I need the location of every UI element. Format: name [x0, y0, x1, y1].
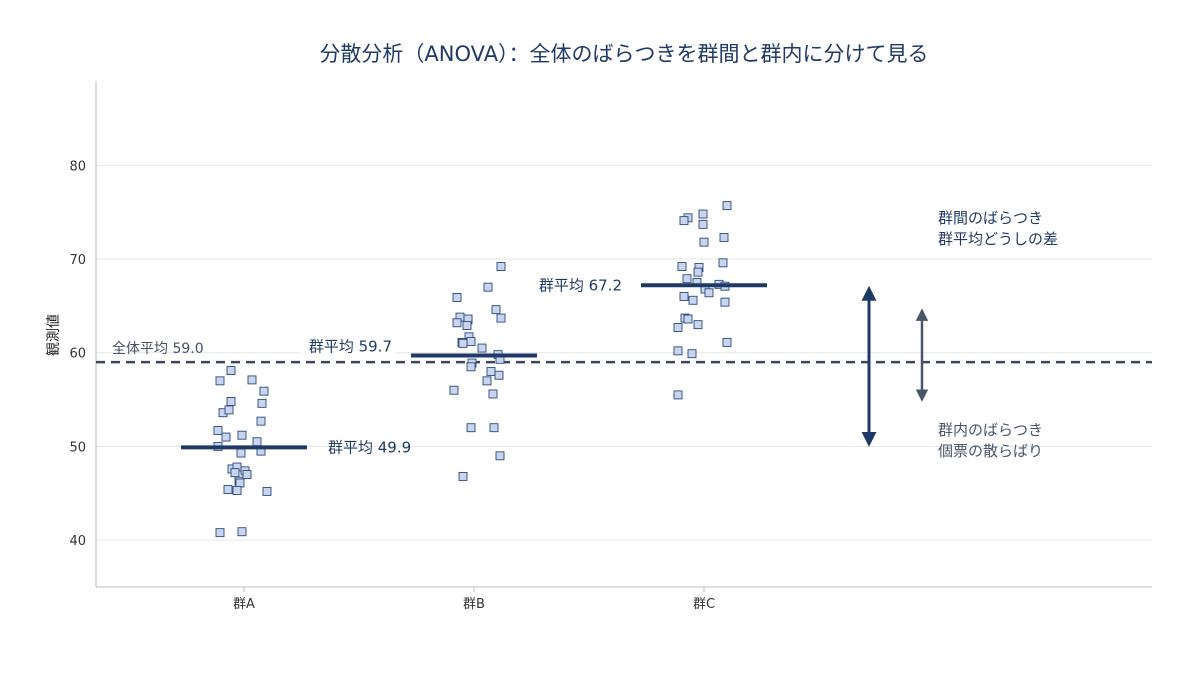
data-point [722, 201, 732, 211]
data-point [677, 262, 687, 271]
data-point [718, 258, 728, 268]
data-point [679, 292, 689, 301]
data-point [491, 305, 501, 315]
data-point [477, 343, 487, 353]
data-point [682, 274, 692, 284]
data-point [673, 322, 683, 332]
y-tick-label: 60 [69, 347, 86, 362]
group-mean-label: 群平均 67.2 [539, 276, 622, 294]
data-point [226, 366, 236, 375]
data-point [673, 390, 683, 400]
data-point [235, 478, 245, 488]
data-point [247, 375, 257, 385]
x-tick-label: 群A [233, 597, 255, 612]
data-point [232, 486, 242, 495]
data-point [494, 370, 504, 380]
data-point [221, 432, 231, 442]
y-tick-label: 70 [69, 253, 86, 268]
data-point [483, 282, 493, 292]
between-annotation-line1: 群間のばらつき [938, 209, 1043, 227]
axes: 40 50 60 70 80 群A 群B 群C [69, 81, 1152, 612]
data-point [679, 216, 689, 226]
data-point [486, 367, 496, 376]
data-point [215, 528, 225, 538]
data-point [688, 295, 698, 305]
data-point [452, 293, 462, 302]
data-point [262, 486, 272, 496]
data-point [462, 321, 472, 331]
data-point [722, 337, 732, 347]
data-point [693, 320, 703, 330]
data-point [720, 297, 730, 307]
data-point [698, 219, 708, 229]
data-point [496, 313, 506, 323]
data-point [223, 485, 233, 494]
data-point [673, 346, 683, 356]
data-point [237, 527, 247, 537]
data-point [704, 288, 714, 298]
data-point [259, 386, 269, 396]
group-mean-label: 群平均 59.7 [309, 338, 392, 356]
y-tick-label: 40 [69, 534, 86, 549]
data-point [687, 349, 697, 359]
data-point [466, 362, 476, 372]
y-tick-label: 50 [69, 440, 86, 455]
data-point [699, 237, 709, 247]
data-point [252, 437, 262, 447]
data-point [698, 209, 708, 219]
overall-mean-label: 全体平均 59.0 [112, 340, 204, 357]
data-point [237, 430, 247, 440]
overall-mean: 全体平均 59.0 [96, 340, 1152, 364]
data-point [466, 337, 476, 346]
data-point [466, 423, 476, 433]
mean-label-bg [300, 337, 396, 358]
group-means: 群平均 49.9 群平均 59.7 群平均 67.2 [181, 276, 767, 456]
data-point [683, 314, 693, 324]
y-axis-label: 観測値 [45, 314, 62, 356]
data-point [458, 471, 468, 481]
data-point [449, 385, 459, 395]
data-point [215, 376, 225, 386]
data-point [452, 318, 462, 328]
data-point [257, 398, 267, 408]
x-tick-label: 群C [693, 597, 715, 612]
y-tick-label: 80 [69, 159, 86, 174]
data-point [224, 405, 234, 415]
x-tick-label: 群B [463, 597, 485, 612]
data-point [226, 397, 236, 406]
data-point [458, 338, 468, 348]
data-point [488, 389, 498, 399]
data-point [489, 423, 499, 433]
data-points [213, 201, 732, 538]
data-point [482, 376, 492, 386]
data-point [693, 267, 703, 277]
within-annotation-line2: 個票の散らばり [938, 442, 1043, 460]
data-point [719, 233, 729, 242]
data-point [213, 426, 223, 435]
between-annotation-line2: 群平均どうしの差 [938, 230, 1058, 248]
data-point [230, 468, 240, 478]
group-mean-label: 群平均 49.9 [328, 438, 411, 456]
data-point [256, 416, 266, 426]
data-point [236, 448, 246, 458]
data-point [496, 262, 506, 271]
within-annotation-line1: 群内のばらつき [938, 421, 1043, 439]
data-point [242, 470, 252, 480]
data-point [495, 451, 505, 461]
chart-title: 分散分析（ANOVA）：全体のばらつきを群間と群内に分けて見る [319, 42, 928, 66]
